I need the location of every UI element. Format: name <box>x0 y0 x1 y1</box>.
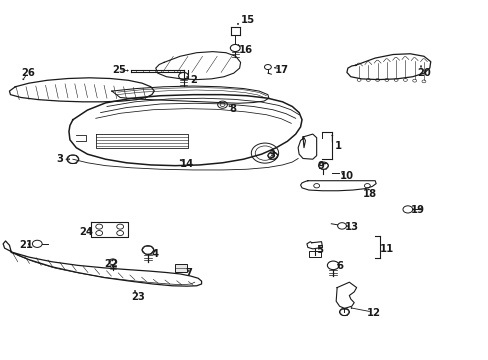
Text: 7: 7 <box>184 268 191 278</box>
Text: 15: 15 <box>240 15 254 26</box>
Text: 4: 4 <box>152 248 159 258</box>
Text: 25: 25 <box>112 64 125 75</box>
Text: 12: 12 <box>366 309 380 318</box>
Text: 11: 11 <box>379 244 393 254</box>
Text: 14: 14 <box>180 159 194 169</box>
Text: 24: 24 <box>80 227 94 237</box>
Text: 3: 3 <box>57 154 63 164</box>
Text: 23: 23 <box>131 292 145 302</box>
Text: 8: 8 <box>228 104 235 114</box>
Text: 22: 22 <box>104 259 118 269</box>
Text: 3: 3 <box>267 150 274 160</box>
Text: 17: 17 <box>274 64 288 75</box>
Text: 2: 2 <box>189 75 196 85</box>
Bar <box>308 251 320 257</box>
Text: 18: 18 <box>362 189 376 199</box>
Text: 19: 19 <box>410 206 425 216</box>
Bar <box>175 264 187 272</box>
Text: 5: 5 <box>316 245 323 255</box>
Text: 6: 6 <box>335 261 343 271</box>
Text: 26: 26 <box>21 68 35 78</box>
Text: 1: 1 <box>334 141 341 151</box>
Text: 13: 13 <box>344 222 358 232</box>
Text: 20: 20 <box>417 68 430 78</box>
Text: 9: 9 <box>317 161 324 171</box>
Text: 10: 10 <box>339 171 353 181</box>
Text: 16: 16 <box>238 45 252 55</box>
Text: 21: 21 <box>19 240 33 250</box>
